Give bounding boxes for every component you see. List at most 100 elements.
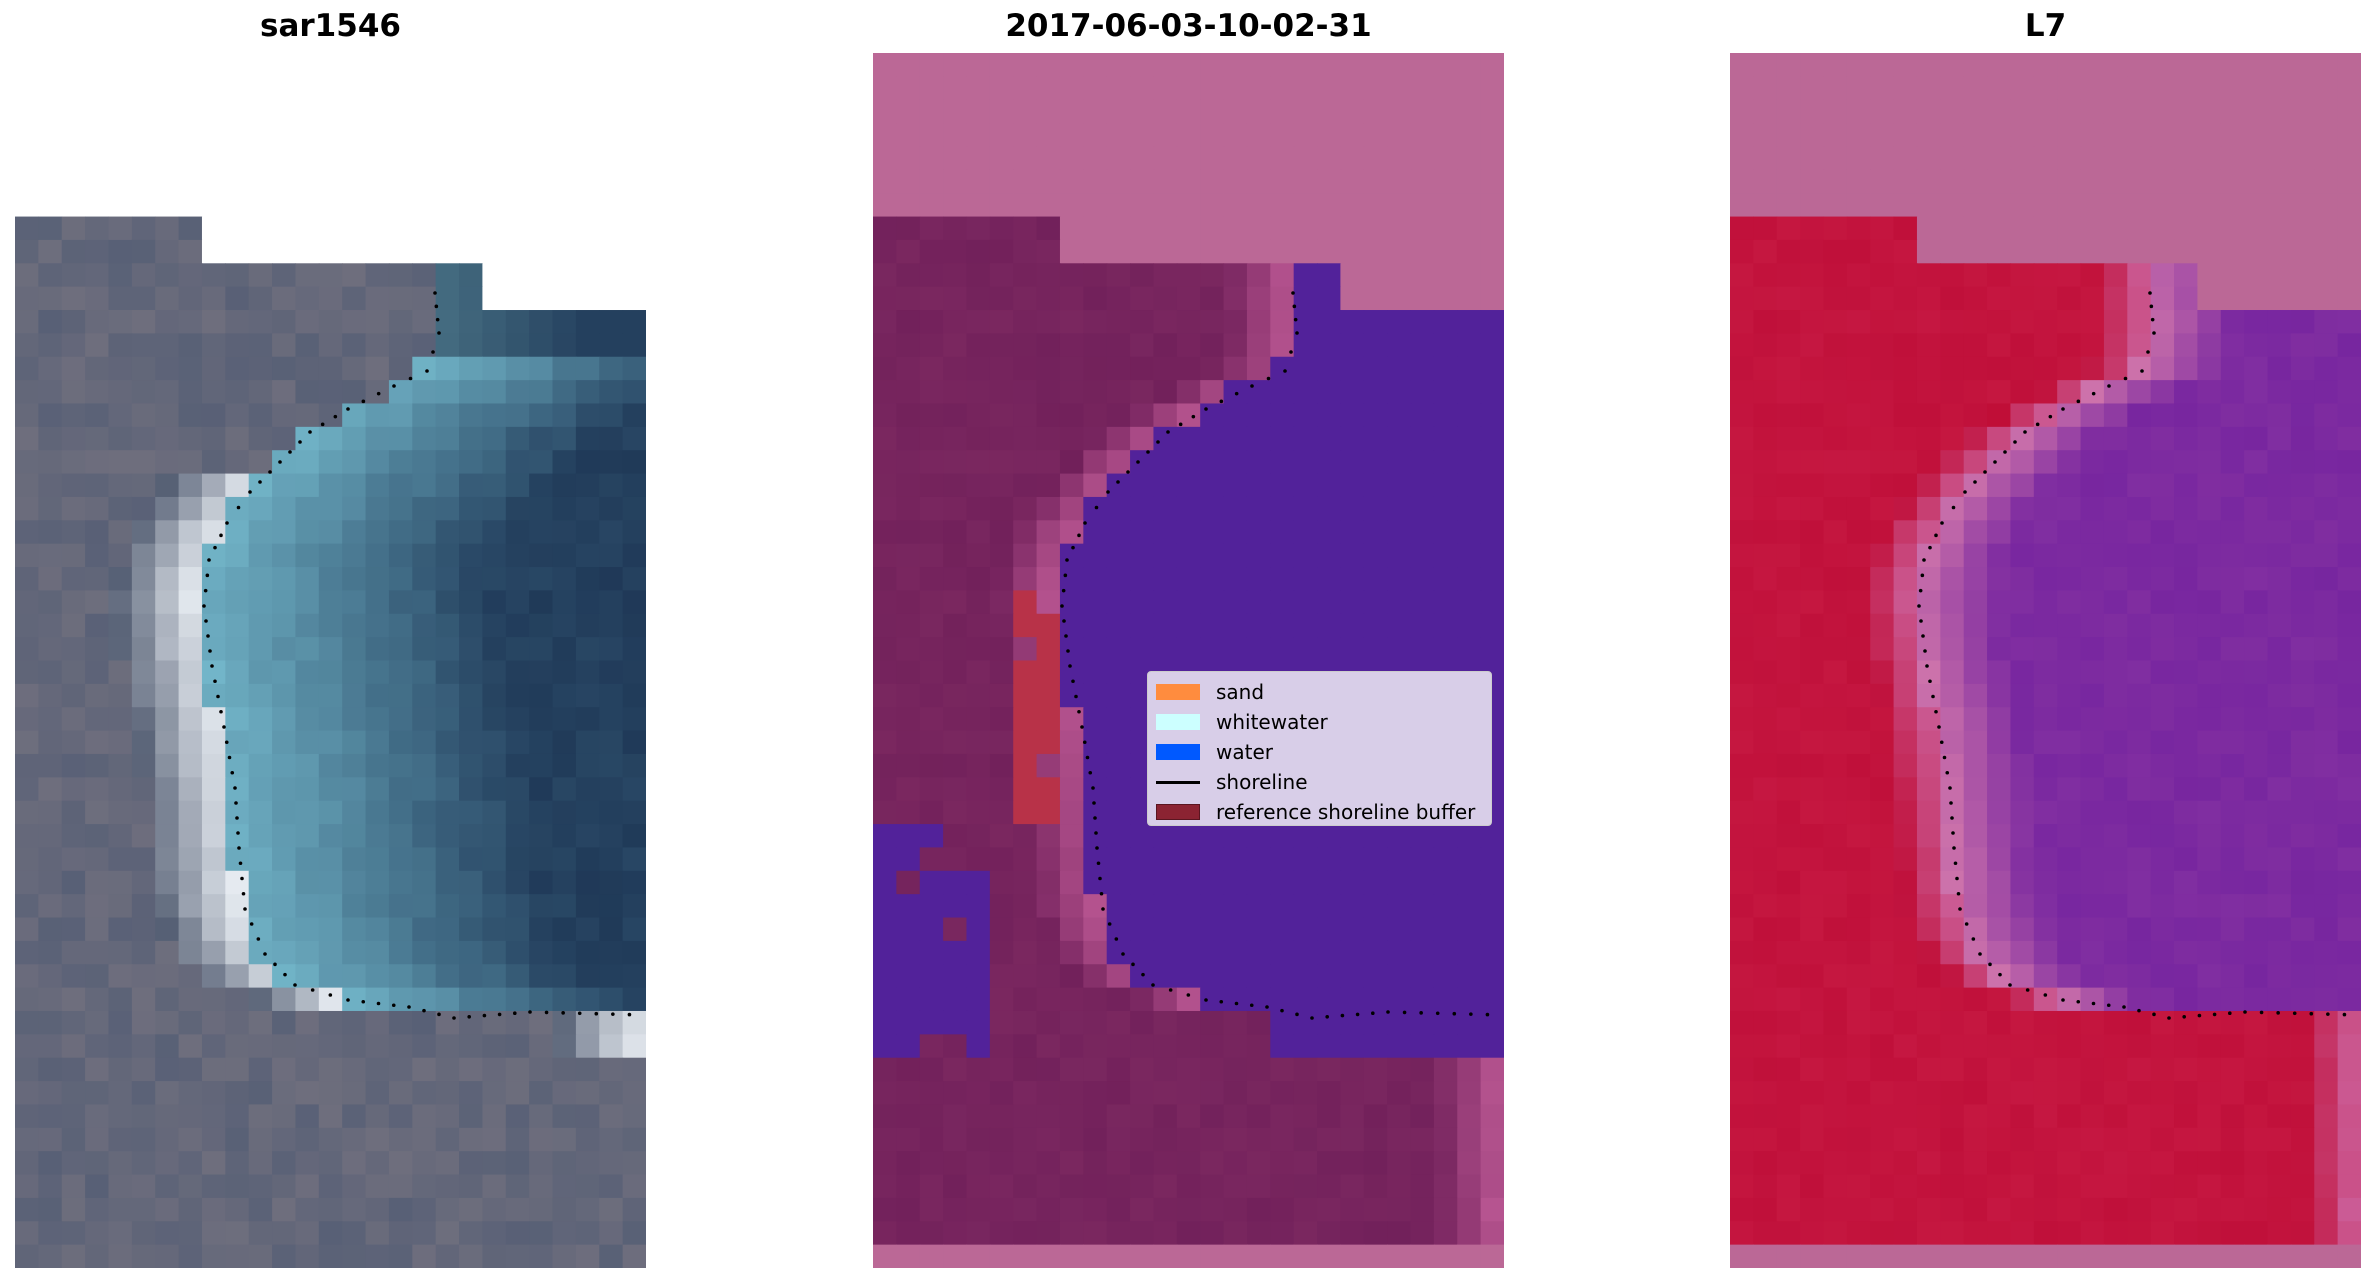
image-pixel	[943, 590, 968, 615]
image-pixel	[1457, 193, 1482, 218]
image-pixel	[1340, 169, 1365, 194]
image-pixel	[1130, 1221, 1155, 1246]
image-pixel	[1246, 590, 1271, 615]
image-pixel	[2197, 99, 2222, 124]
image-pixel	[966, 1127, 991, 1152]
image-pixel	[529, 917, 554, 942]
image-pixel	[61, 380, 86, 405]
image-pixel	[622, 216, 646, 241]
image-pixel	[1776, 1151, 1801, 1176]
image-pixel	[622, 356, 646, 381]
image-pixel	[1036, 1081, 1061, 1106]
image-pixel	[1893, 1151, 1918, 1176]
image-pixel	[1823, 239, 1848, 264]
image-pixel	[989, 520, 1014, 545]
image-pixel	[2314, 543, 2339, 568]
image-pixel	[1340, 1010, 1365, 1035]
image-pixel	[989, 403, 1014, 428]
image-pixel	[155, 99, 180, 124]
image-pixel	[1176, 964, 1201, 989]
image-pixel	[459, 1034, 484, 1059]
image-pixel	[552, 123, 577, 148]
image-pixel	[529, 707, 554, 732]
image-pixel	[15, 1081, 39, 1106]
image-pixel	[575, 847, 600, 872]
image-pixel	[989, 1104, 1014, 1129]
image-pixel	[2174, 1034, 2199, 1059]
image-pixel	[272, 123, 297, 148]
image-pixel	[1963, 940, 1988, 965]
image-pixel	[248, 450, 273, 475]
image-pixel	[1059, 1221, 1084, 1246]
image-pixel	[318, 403, 343, 428]
image-pixel	[1013, 1104, 1038, 1129]
image-pixel	[1410, 496, 1435, 521]
image-pixel	[1846, 473, 1871, 498]
image-pixel	[1730, 660, 1754, 685]
image-pixel	[435, 730, 460, 755]
image-pixel	[1846, 216, 1871, 241]
image-pixel	[365, 1034, 390, 1059]
image-pixel	[2010, 940, 2035, 965]
image-pixel	[1870, 683, 1895, 708]
image-pixel	[2244, 1197, 2269, 1222]
image-pixel	[2244, 146, 2269, 171]
image-pixel	[919, 1197, 944, 1222]
image-pixel	[38, 1081, 63, 1106]
image-pixel	[622, 800, 646, 825]
image-pixel	[412, 730, 437, 755]
image-pixel	[318, 356, 343, 381]
image-pixel	[1246, 496, 1271, 521]
image-pixel	[201, 53, 226, 77]
image-pixel	[1893, 146, 1918, 171]
image-pixel	[622, 707, 646, 732]
image-pixel	[1317, 987, 1342, 1012]
image-pixel	[2290, 707, 2315, 732]
image-pixel	[943, 426, 968, 451]
image-pixel	[318, 380, 343, 405]
image-pixel	[2337, 753, 2361, 778]
image-pixel	[388, 333, 413, 358]
image-pixel	[1013, 824, 1038, 849]
image-pixel	[2314, 473, 2339, 498]
image-pixel	[295, 496, 320, 521]
image-pixel	[1387, 1104, 1412, 1129]
image-pixel	[873, 567, 897, 592]
image-pixel	[435, 543, 460, 568]
image-pixel	[529, 426, 554, 451]
image-pixel	[295, 800, 320, 825]
image-pixel	[85, 450, 110, 475]
image-pixel	[15, 1244, 39, 1268]
image-pixel	[1317, 473, 1342, 498]
image-pixel	[1013, 590, 1038, 615]
shoreline-point	[1060, 604, 1064, 608]
image-pixel	[1776, 917, 1801, 942]
image-pixel	[1036, 380, 1061, 405]
image-pixel	[1730, 543, 1754, 568]
image-pixel	[1059, 590, 1084, 615]
image-pixel	[896, 870, 921, 895]
image-pixel	[482, 403, 507, 428]
image-pixel	[1870, 987, 1895, 1012]
image-pixel	[412, 76, 437, 101]
image-pixel	[1246, 894, 1271, 919]
image-pixel	[1270, 380, 1295, 405]
image-pixel	[1270, 964, 1295, 989]
image-pixel	[365, 683, 390, 708]
image-pixel	[1013, 543, 1038, 568]
image-pixel	[412, 847, 437, 872]
shoreline-point	[1419, 1011, 1423, 1015]
image-pixel	[575, 310, 600, 334]
image-pixel	[505, 146, 530, 171]
image-pixel	[1987, 123, 2012, 148]
image-pixel	[505, 403, 530, 428]
shoreline-point	[248, 490, 252, 494]
image-pixel	[155, 123, 180, 148]
image-pixel	[1916, 1197, 1941, 1222]
image-pixel	[1800, 53, 1825, 77]
image-pixel	[1130, 76, 1155, 101]
image-pixel	[2103, 777, 2128, 802]
image-pixel	[1916, 99, 1941, 124]
image-pixel	[1130, 870, 1155, 895]
image-pixel	[1013, 1221, 1038, 1246]
